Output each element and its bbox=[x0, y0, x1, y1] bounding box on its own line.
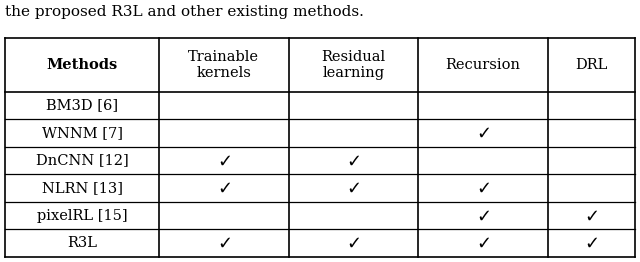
Text: Methods: Methods bbox=[46, 58, 118, 72]
Text: Trainable
kernels: Trainable kernels bbox=[188, 50, 259, 80]
Text: Recursion: Recursion bbox=[445, 58, 520, 72]
Text: Residual
learning: Residual learning bbox=[321, 50, 385, 80]
Text: R3L: R3L bbox=[67, 236, 97, 250]
Text: $\checkmark$: $\checkmark$ bbox=[217, 179, 231, 197]
Text: $\checkmark$: $\checkmark$ bbox=[476, 234, 490, 252]
Text: $\checkmark$: $\checkmark$ bbox=[584, 207, 598, 225]
Text: $\checkmark$: $\checkmark$ bbox=[217, 151, 231, 170]
Text: $\checkmark$: $\checkmark$ bbox=[584, 234, 598, 252]
Text: $\checkmark$: $\checkmark$ bbox=[476, 179, 490, 197]
Text: the proposed R3L and other existing methods.: the proposed R3L and other existing meth… bbox=[5, 5, 364, 19]
Text: BM3D [6]: BM3D [6] bbox=[46, 99, 118, 112]
Text: NLRN [13]: NLRN [13] bbox=[42, 181, 122, 195]
Text: $\checkmark$: $\checkmark$ bbox=[346, 151, 360, 170]
Text: WNNM [7]: WNNM [7] bbox=[42, 126, 122, 140]
Text: $\checkmark$: $\checkmark$ bbox=[346, 179, 360, 197]
Text: $\checkmark$: $\checkmark$ bbox=[476, 207, 490, 225]
Text: $\checkmark$: $\checkmark$ bbox=[217, 234, 231, 252]
Text: DRL: DRL bbox=[575, 58, 607, 72]
Text: pixelRL [15]: pixelRL [15] bbox=[36, 209, 127, 223]
Text: DnCNN [12]: DnCNN [12] bbox=[36, 154, 129, 167]
Text: $\checkmark$: $\checkmark$ bbox=[476, 124, 490, 142]
Text: $\checkmark$: $\checkmark$ bbox=[346, 234, 360, 252]
